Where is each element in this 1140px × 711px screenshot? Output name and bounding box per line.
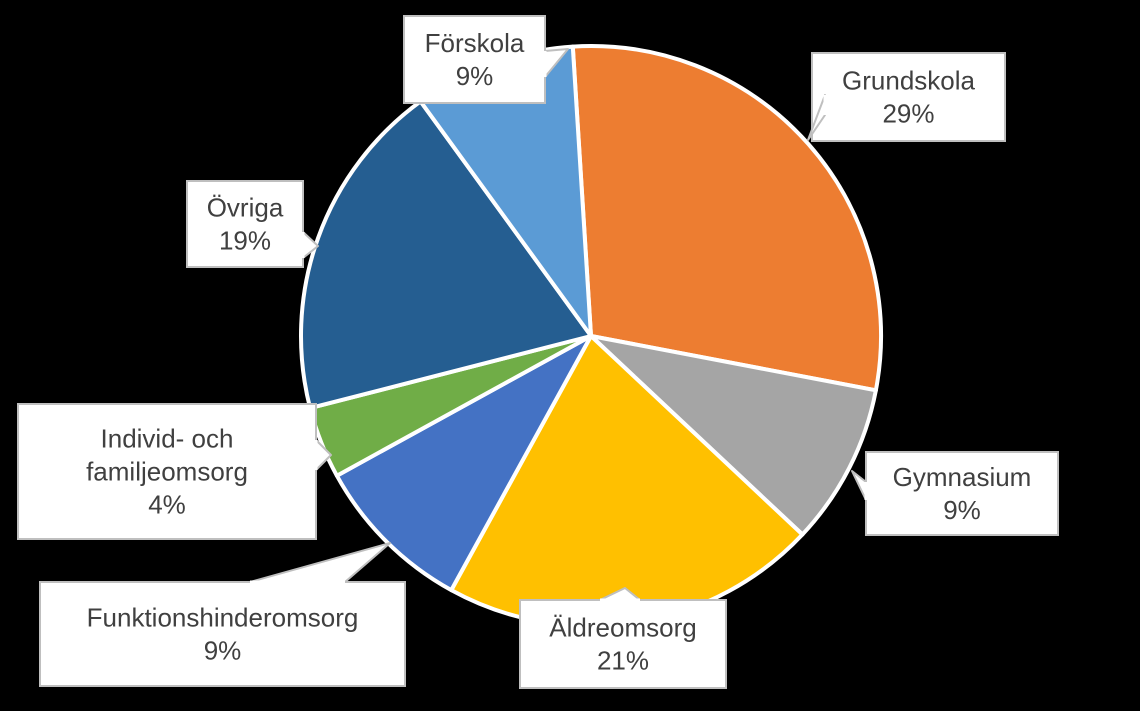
slice-percent-label: 4% bbox=[148, 490, 186, 520]
slice-category-label: Individ- och bbox=[101, 424, 234, 454]
pie-slice-1 bbox=[589, 334, 878, 537]
pie-slice-0 bbox=[570, 44, 883, 393]
slice-category-label: Gymnasium bbox=[893, 462, 1032, 492]
slice-percent-label: 9% bbox=[456, 61, 494, 91]
slice-percent-label: 9% bbox=[943, 495, 981, 525]
callout-box bbox=[17, 403, 317, 540]
callout-box bbox=[811, 52, 1006, 142]
slice-category-label: Äldreomsorg bbox=[549, 613, 696, 643]
data-label-callouts: Grundskola29%Gymnasium9%Äldreomsorg21%Fu… bbox=[17, 15, 1059, 689]
slice-percent-label: 21% bbox=[597, 646, 649, 676]
callout-pointer bbox=[851, 470, 867, 501]
slice-category-label: Funktionshinderomsorg bbox=[87, 603, 359, 633]
slice-category-label: Förskola bbox=[425, 28, 525, 58]
slice-category-label: Övriga bbox=[207, 193, 284, 223]
pie-slices bbox=[299, 44, 883, 628]
pie-slice-3 bbox=[334, 334, 593, 593]
callout-box bbox=[186, 180, 304, 268]
slice-percent-label: 19% bbox=[219, 226, 271, 256]
slice-category-label: Grundskola bbox=[842, 66, 975, 96]
callout-pointer bbox=[249, 542, 391, 583]
slice-category-label: familjeomsorg bbox=[86, 457, 248, 487]
pie-slice-5 bbox=[299, 99, 593, 411]
slice-percent-label: 29% bbox=[882, 99, 934, 129]
callout-box bbox=[39, 581, 406, 687]
callout-box bbox=[403, 15, 546, 104]
slice-percent-label: 9% bbox=[204, 636, 242, 666]
callout-box bbox=[865, 451, 1059, 536]
